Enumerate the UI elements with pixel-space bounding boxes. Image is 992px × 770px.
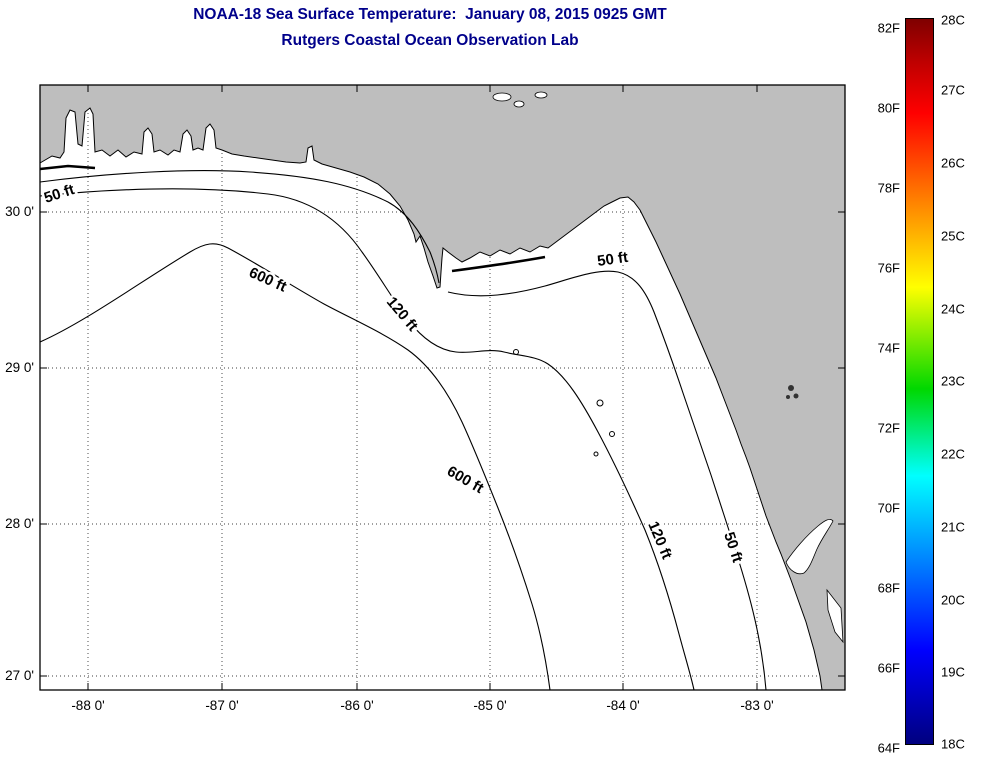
colorbar-f-label: 72F: [877, 420, 900, 436]
colorbar-c-label: 23C: [941, 373, 965, 389]
colorbar-c-label: 26C: [941, 155, 965, 171]
map-plot: 50 ft 600 ft 120 ft 50 ft 600 ft 120 ft …: [5, 84, 846, 713]
colorbar-f-label: 78F: [877, 180, 900, 196]
depth-contour-50ft-east: [447, 270, 767, 691]
colorbar-f-label: 74F: [877, 340, 900, 356]
y-tick-label: 28 0': [5, 516, 34, 531]
y-axis-labels: 30 0' 29 0' 28 0' 27 0': [5, 204, 34, 683]
colorbar-c-label: 27C: [941, 82, 965, 98]
map-title-line2: Rutgers Coastal Ocean Observation Lab: [281, 31, 579, 49]
coastal-lagoon: [826, 588, 844, 644]
colorbar-c-label: 19C: [941, 664, 965, 680]
cedar-key-islets: [786, 385, 799, 399]
title-block: NOAA-18 Sea Surface Temperature: January…: [0, 7, 860, 48]
tampa-bay: [785, 518, 834, 575]
colorbar-f-label: 70F: [877, 500, 900, 516]
plot-border: [39, 84, 846, 691]
x-axis-labels: -88 0' -87 0' -86 0' -85 0' -84 0' -83 0…: [71, 698, 773, 713]
inland-lakes: [492, 91, 548, 108]
depth-contour-50ft-west: [39, 170, 440, 284]
y-tick-label: 30 0': [5, 204, 34, 219]
x-tick-label: -87 0': [205, 698, 238, 713]
axis-ticks: [40, 85, 845, 690]
colorbar-f-label: 64F: [877, 740, 900, 756]
x-tick-label: -88 0': [71, 698, 104, 713]
colorbar-f-label: 80F: [877, 100, 900, 116]
map-title-line1: NOAA-18 Sea Surface Temperature: January…: [193, 6, 667, 23]
depth-contour-600ft: [39, 243, 551, 691]
x-tick-label: -83 0': [740, 698, 773, 713]
depth-contour-120ft: [39, 188, 695, 691]
barrier-islands: [39, 164, 546, 273]
colorbar-f-label: 82F: [877, 20, 900, 36]
y-tick-label: 27 0': [5, 668, 34, 683]
colorbar-c-label: 21C: [941, 519, 965, 535]
x-tick-label: -84 0': [606, 698, 639, 713]
colorbar-c-label: 24C: [941, 301, 965, 317]
x-tick-label: -86 0': [340, 698, 373, 713]
land-mass: [39, 84, 846, 691]
colorbar-f-label: 76F: [877, 260, 900, 276]
colorbar-c-label: 22C: [941, 446, 965, 462]
y-tick-label: 29 0': [5, 360, 34, 375]
colorbar-c-label: 25C: [941, 228, 965, 244]
colorbar-c-label: 20C: [941, 592, 965, 608]
colorbar-c-label: 28C: [941, 12, 965, 28]
colorbar-gradient: [905, 18, 934, 745]
colorbar-f-label: 68F: [877, 580, 900, 596]
x-tick-label: -85 0': [473, 698, 506, 713]
colorbar-c-label: 18C: [941, 736, 965, 752]
colorbar-f-label: 66F: [877, 660, 900, 676]
